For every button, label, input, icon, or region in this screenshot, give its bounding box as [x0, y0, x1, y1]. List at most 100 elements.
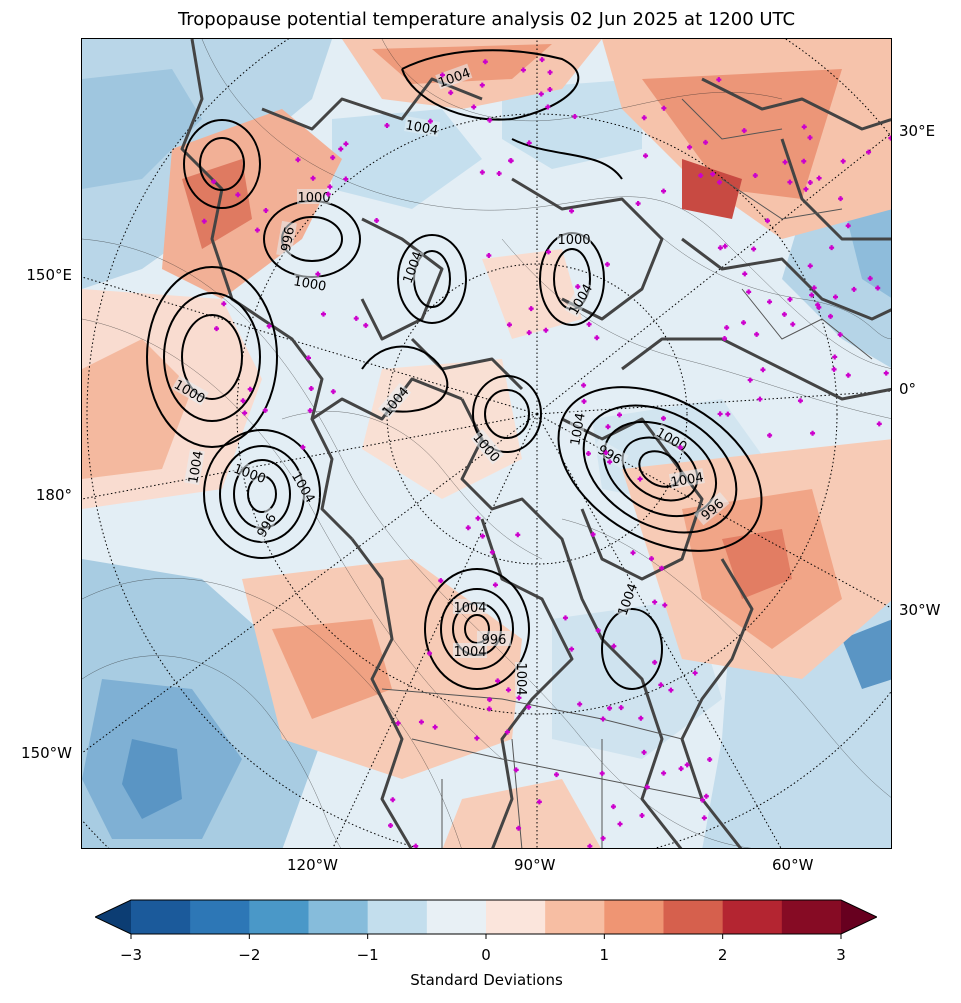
station-marker — [604, 261, 610, 267]
station-marker — [617, 821, 623, 827]
station-marker — [600, 835, 606, 841]
station-marker — [668, 687, 674, 693]
station-marker — [616, 412, 622, 418]
station-marker — [569, 208, 575, 214]
colorbar-tick-label: −3 — [119, 946, 143, 964]
contour-label: 1004 — [453, 645, 486, 660]
station-marker — [883, 370, 889, 376]
station-marker — [717, 245, 723, 251]
station-marker — [752, 173, 758, 179]
station-marker — [585, 451, 591, 457]
colorbar — [95, 899, 877, 939]
station-marker — [840, 158, 846, 164]
station-marker — [587, 843, 593, 848]
station-marker — [790, 321, 796, 327]
station-marker — [581, 382, 587, 388]
country-borders — [381, 98, 873, 848]
station-marker — [427, 650, 433, 656]
station-marker — [553, 772, 559, 778]
station-marker — [635, 200, 641, 206]
station-marker — [832, 354, 838, 360]
station-marker — [649, 556, 655, 562]
station-marker — [722, 243, 728, 249]
station-marker — [214, 326, 220, 332]
station-marker — [595, 628, 601, 634]
station-marker — [516, 695, 522, 701]
station-marker — [388, 823, 394, 829]
station-marker — [390, 797, 396, 803]
station-marker — [710, 171, 716, 177]
station-marker — [807, 135, 813, 141]
station-marker — [330, 389, 336, 395]
station-marker — [876, 421, 882, 427]
station-marker — [600, 716, 606, 722]
station-marker — [611, 643, 617, 649]
colorbar-segment — [604, 900, 664, 934]
colorbar-extend-high — [841, 900, 877, 934]
station-marker — [742, 271, 748, 277]
station-marker — [678, 766, 684, 772]
station-marker — [741, 320, 747, 326]
station-marker — [486, 706, 492, 712]
station-marker — [803, 186, 809, 192]
station-marker — [235, 192, 241, 198]
colorbar-tick-label: 1 — [599, 946, 610, 964]
station-marker — [266, 323, 272, 329]
station-marker — [816, 175, 822, 181]
station-marker — [545, 249, 551, 255]
station-marker — [438, 578, 444, 584]
station-marker — [809, 292, 815, 298]
station-marker — [545, 104, 551, 110]
station-marker — [787, 296, 793, 302]
station-marker — [504, 729, 510, 735]
colorbar-segment — [249, 900, 309, 934]
station-marker — [538, 91, 544, 97]
station-marker — [539, 57, 545, 63]
station-marker — [465, 525, 471, 531]
station-marker — [547, 86, 553, 92]
station-marker — [508, 158, 514, 164]
station-marker — [677, 444, 683, 450]
station-marker — [811, 285, 817, 291]
station-marker — [474, 735, 480, 741]
station-marker — [698, 173, 704, 179]
station-marker — [254, 227, 260, 233]
colorbar-segment — [722, 900, 783, 934]
station-marker — [781, 311, 787, 317]
station-marker — [618, 705, 624, 711]
station-marker — [644, 784, 650, 790]
station-marker — [638, 715, 644, 721]
station-marker — [659, 565, 665, 571]
station-marker — [300, 444, 306, 450]
station-marker — [801, 124, 807, 130]
station-marker — [547, 69, 553, 75]
station-marker — [536, 799, 542, 805]
station-marker — [590, 531, 596, 537]
station-marker — [725, 411, 731, 417]
colorbar-segment — [545, 900, 605, 934]
station-marker — [528, 306, 534, 312]
station-marker — [327, 184, 333, 190]
station-marker — [652, 659, 658, 665]
colorbar-tick-label: −1 — [356, 946, 379, 964]
colorbar-segment — [486, 900, 546, 934]
station-marker — [717, 411, 723, 417]
station-marker — [338, 146, 344, 152]
station-marker — [221, 301, 227, 307]
station-marker — [599, 770, 605, 776]
station-marker — [760, 367, 766, 373]
station-marker — [757, 396, 763, 402]
station-marker — [741, 128, 747, 134]
station-marker — [838, 196, 844, 202]
colorbar-segment — [367, 900, 428, 934]
station-marker — [310, 175, 316, 181]
longitude-label-30e: 30°E — [899, 122, 936, 140]
station-marker — [384, 122, 390, 128]
station-marker — [716, 179, 722, 185]
station-marker — [480, 533, 486, 539]
station-marker — [875, 285, 881, 291]
station-marker — [687, 144, 693, 150]
station-marker — [506, 322, 512, 328]
contour-label: 1004 — [453, 601, 486, 616]
station-marker — [475, 515, 481, 521]
